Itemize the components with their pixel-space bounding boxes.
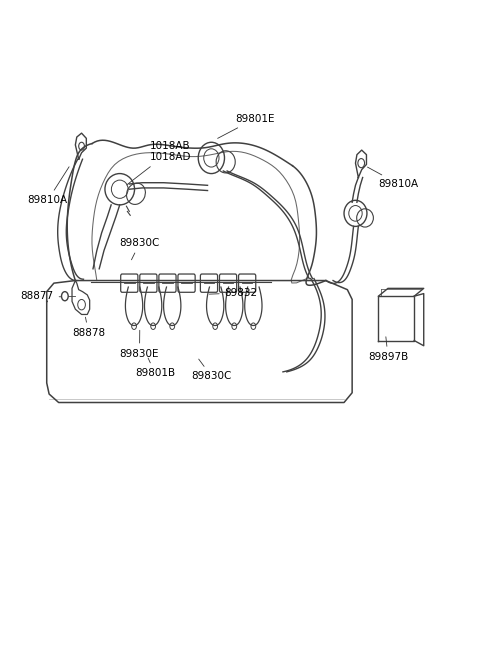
Text: 89801B: 89801B xyxy=(135,358,175,378)
Text: 1018AB
1018AD: 1018AB 1018AD xyxy=(127,141,191,185)
Text: 88877: 88877 xyxy=(21,291,60,301)
Text: 89830C: 89830C xyxy=(192,359,232,381)
Text: 89830C: 89830C xyxy=(120,238,160,260)
Text: 89830E: 89830E xyxy=(120,330,159,358)
Text: 89801E: 89801E xyxy=(217,114,275,138)
Text: 88878: 88878 xyxy=(72,317,105,338)
Text: 89832: 89832 xyxy=(209,288,258,298)
Text: 89897B: 89897B xyxy=(368,337,408,362)
Text: 89810A: 89810A xyxy=(368,167,419,189)
Text: 89810A: 89810A xyxy=(28,167,69,205)
